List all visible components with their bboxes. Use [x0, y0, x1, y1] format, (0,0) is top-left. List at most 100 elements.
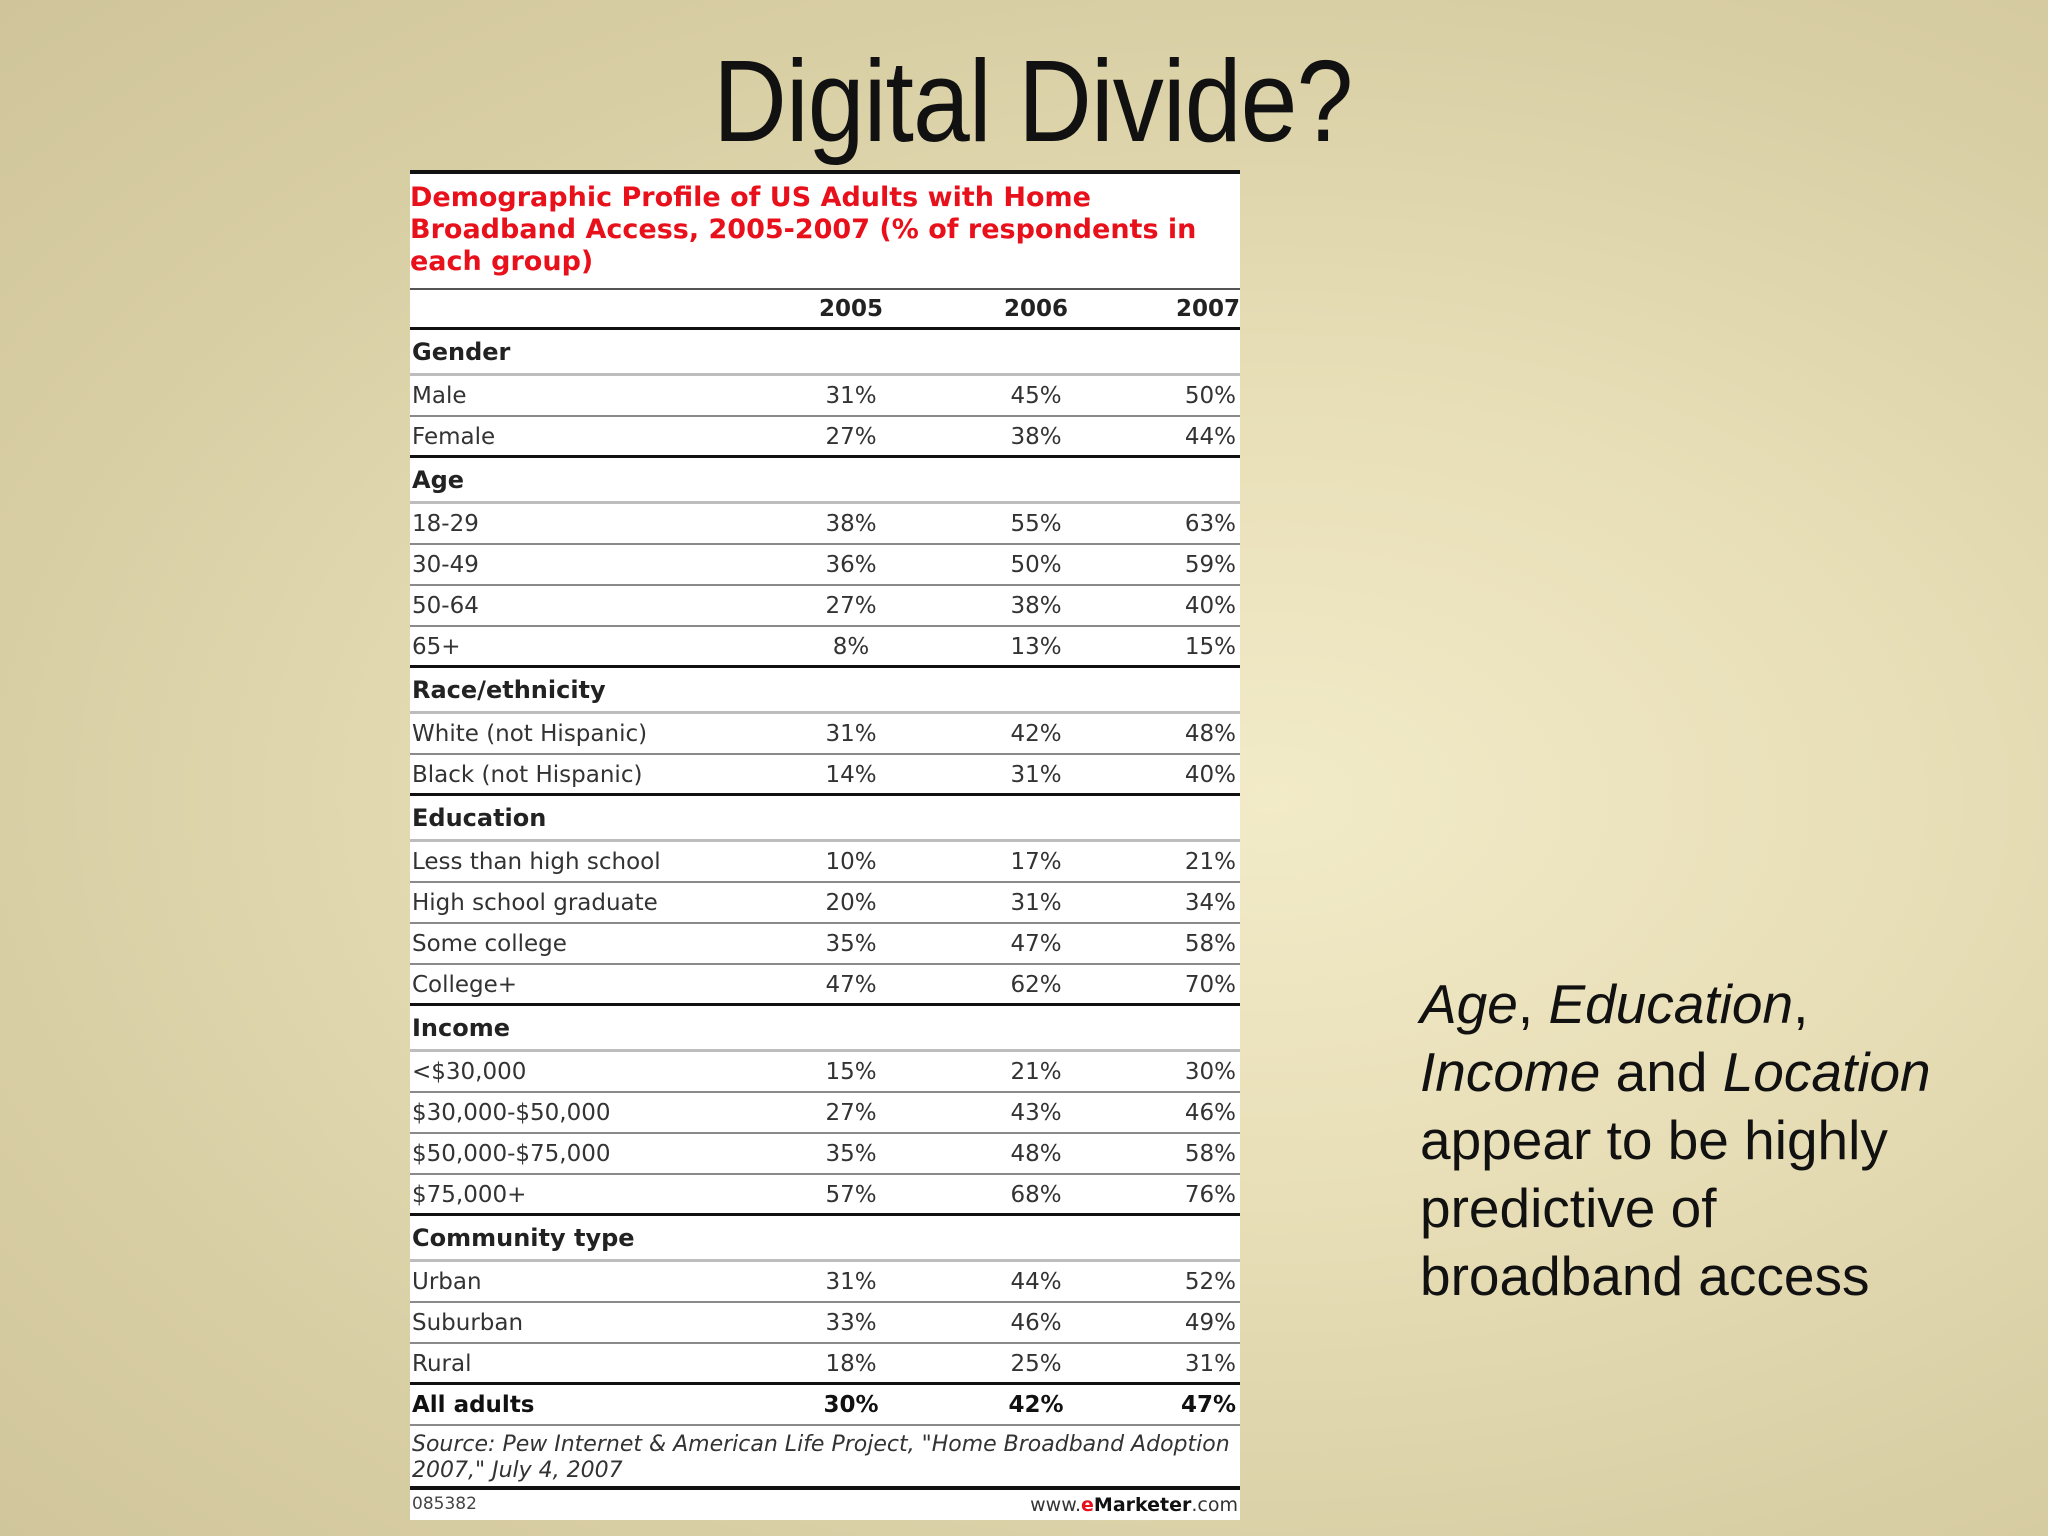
table-row: Male 31% 45% 50% — [410, 376, 1240, 417]
cell-value: 50% — [1010, 552, 1062, 578]
table-row: 65+ 8% 13% 15% — [410, 627, 1240, 668]
cell-value: 21% — [1010, 1059, 1062, 1085]
cell-value: 33% — [825, 1310, 877, 1336]
cell-value: 44% — [1184, 424, 1236, 450]
group-label: Race/ethnicity — [412, 676, 606, 704]
table-row: $50,000-$75,000 35% 48% 58% — [410, 1134, 1240, 1175]
cell-value: 31% — [1010, 890, 1062, 916]
table-header-row: 2005 2006 2007 — [410, 288, 1240, 330]
cell-value: 35% — [825, 931, 877, 957]
cell-value: 35% — [825, 1141, 877, 1167]
group-label: Education — [412, 804, 547, 832]
side-note-location: Location — [1722, 1041, 1931, 1103]
table-row: $75,000+ 57% 68% 76% — [410, 1175, 1240, 1216]
row-label: White (not Hispanic) — [412, 721, 648, 747]
table-row: 18-29 38% 55% 63% — [410, 504, 1240, 545]
row-label: Urban — [412, 1269, 482, 1295]
table-row: Some college 35% 47% 58% — [410, 924, 1240, 965]
cell-value: 27% — [825, 593, 877, 619]
cell-value: 42% — [1010, 721, 1062, 747]
cell-value: 47% — [1010, 931, 1062, 957]
cell-value: 31% — [825, 383, 877, 409]
row-label: 18-29 — [412, 511, 479, 537]
row-label: $30,000-$50,000 — [412, 1100, 611, 1126]
cell-value: 31% — [1010, 762, 1062, 788]
group-label: Gender — [412, 338, 511, 366]
cell-value: 15% — [1184, 634, 1236, 660]
cell-value: 31% — [1184, 1351, 1236, 1377]
broadband-table: Demographic Profile of US Adults with Ho… — [410, 170, 1240, 1520]
total-value: 47% — [1180, 1392, 1236, 1418]
year-header: 2005 — [818, 296, 883, 322]
cell-value: 50% — [1184, 383, 1236, 409]
cell-value: 20% — [825, 890, 877, 916]
table-row: 50-64 27% 38% 40% — [410, 586, 1240, 627]
cell-value: 68% — [1010, 1182, 1062, 1208]
table-row: Black (not Hispanic) 14% 31% 40% — [410, 755, 1240, 796]
table-row: Female 27% 38% 44% — [410, 417, 1240, 458]
year-header: 2006 — [1003, 296, 1068, 322]
group-header: Gender — [410, 330, 1240, 376]
group-header: Education — [410, 796, 1240, 842]
group-label: Income — [412, 1014, 511, 1042]
table-row: <$30,000 15% 21% 30% — [410, 1052, 1240, 1093]
table-body: Gender Male 31% 45% 50% Female 27% 38% 44% Age 18-… — [410, 330, 1240, 1426]
cell-value: 31% — [825, 721, 877, 747]
cell-value: 34% — [1184, 890, 1236, 916]
brand-prefix: www. — [1030, 1494, 1082, 1516]
table-row: Urban 31% 44% 52% — [410, 1262, 1240, 1303]
cell-value: 27% — [825, 1100, 877, 1126]
row-label: 65+ — [412, 634, 461, 660]
total-value: 42% — [1008, 1392, 1064, 1418]
cell-value: 47% — [825, 972, 877, 998]
row-label: Female — [412, 424, 496, 450]
row-label: Black (not Hispanic) — [412, 762, 643, 788]
side-note-text: appear to be highly predictive of broadb… — [1420, 1109, 1888, 1307]
cell-value: 48% — [1010, 1141, 1062, 1167]
cell-value: 21% — [1184, 849, 1236, 875]
row-label: College+ — [412, 972, 518, 998]
cell-value: 48% — [1184, 721, 1236, 747]
cell-value: 10% — [825, 849, 877, 875]
cell-value: 44% — [1010, 1269, 1062, 1295]
cell-value: 13% — [1010, 634, 1062, 660]
side-note-text: and — [1600, 1041, 1708, 1103]
table-row: Rural 18% 25% 31% — [410, 1344, 1240, 1385]
row-label: $50,000-$75,000 — [412, 1141, 611, 1167]
cell-value: 46% — [1010, 1310, 1062, 1336]
row-label: 50-64 — [412, 593, 479, 619]
table-row: White (not Hispanic) 31% 42% 48% — [410, 714, 1240, 755]
cell-value: 38% — [1010, 593, 1062, 619]
cell-value: 38% — [1010, 424, 1062, 450]
table-row: $30,000-$50,000 27% 43% 46% — [410, 1093, 1240, 1134]
cell-value: 18% — [825, 1351, 877, 1377]
side-note-education: Education — [1548, 973, 1794, 1035]
chart-id: 085382 — [412, 1494, 477, 1514]
cell-value: 31% — [825, 1269, 877, 1295]
cell-value: 43% — [1010, 1100, 1062, 1126]
row-label: $75,000+ — [412, 1182, 527, 1208]
cell-value: 30% — [1184, 1059, 1236, 1085]
row-label: Some college — [412, 931, 567, 957]
cell-value: 25% — [1010, 1351, 1062, 1377]
total-label: All adults — [412, 1392, 535, 1418]
total-row: All adults 30% 42% 47% — [410, 1385, 1240, 1426]
brand-name: Marketer — [1093, 1494, 1192, 1516]
footer-divider — [410, 1486, 1240, 1490]
group-header: Race/ethnicity — [410, 668, 1240, 714]
slide-title: Digital Divide? — [713, 36, 1353, 166]
total-value: 30% — [823, 1392, 879, 1418]
row-label: <$30,000 — [412, 1059, 527, 1085]
row-label: Male — [412, 383, 467, 409]
cell-value: 46% — [1184, 1100, 1236, 1126]
cell-value: 57% — [825, 1182, 877, 1208]
table-row: College+ 47% 62% 70% — [410, 965, 1240, 1006]
group-header: Community type — [410, 1216, 1240, 1262]
side-note-income: Income — [1420, 1041, 1601, 1103]
emarketer-logo: www.eMarketer.com — [1030, 1494, 1238, 1516]
year-header: 2007 — [1175, 296, 1240, 322]
group-header: Income — [410, 1006, 1240, 1052]
cell-value: 52% — [1184, 1269, 1236, 1295]
row-label: Suburban — [412, 1310, 524, 1336]
cell-value: 14% — [825, 762, 877, 788]
